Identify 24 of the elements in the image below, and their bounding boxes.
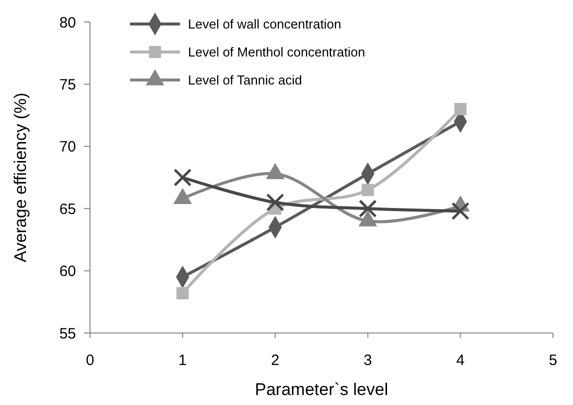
point bbox=[174, 168, 192, 187]
y-tick-label: 75 bbox=[59, 76, 76, 94]
x-tick-label: 5 bbox=[548, 352, 558, 369]
legend-label: Level of Tannic acid bbox=[188, 72, 302, 88]
y-axis-title: Average efficiency (%) bbox=[11, 92, 30, 262]
point bbox=[358, 200, 377, 218]
point bbox=[266, 193, 284, 212]
point bbox=[451, 202, 470, 220]
point bbox=[362, 184, 374, 196]
x-tick-label: 2 bbox=[271, 352, 280, 369]
y-tick-label: 60 bbox=[59, 263, 76, 280]
x-tick-label: 4 bbox=[456, 352, 465, 369]
legend-label: Level of wall concentration bbox=[188, 16, 342, 32]
x-tick-label: 1 bbox=[178, 352, 187, 369]
point bbox=[454, 102, 467, 116]
x-tick-label: 3 bbox=[364, 352, 372, 369]
y-tick-label: 80 bbox=[59, 14, 76, 32]
legend-label: Level of Menthol concentration bbox=[188, 44, 366, 60]
y-tick-label: 55 bbox=[59, 325, 76, 342]
y-tick-label: 70 bbox=[59, 138, 76, 156]
x-tick-label: 0 bbox=[86, 352, 94, 369]
x-axis-title: Parameter`s level bbox=[254, 380, 388, 399]
y-tick-label: 65 bbox=[59, 200, 76, 218]
point bbox=[176, 287, 189, 300]
